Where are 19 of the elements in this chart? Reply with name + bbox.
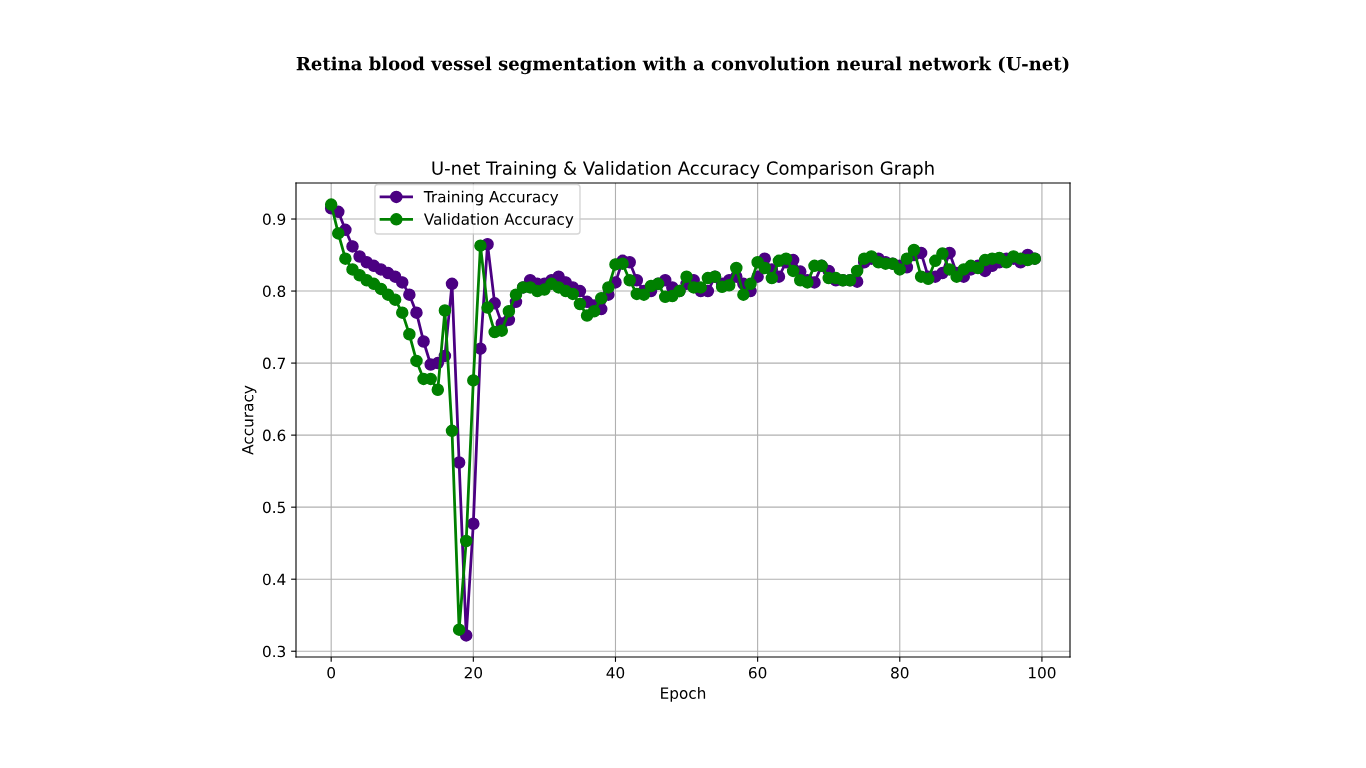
y-tick-label: 0.6 — [262, 429, 286, 442]
y-tick-label: 0.3 — [262, 645, 286, 658]
y-tick-label: 0.8 — [262, 285, 286, 298]
x-tick-label: 20 — [464, 666, 483, 679]
chart-title: U-net Training & Validation Accuracy Comparison Graph — [432, 160, 934, 179]
legend-label: Validation Accuracy — [423, 213, 574, 228]
y-axis-title: Accuracy — [242, 385, 257, 455]
x-tick-label: 0 — [327, 666, 336, 679]
y-tick-label: 0.4 — [262, 573, 286, 586]
x-tick-label: 60 — [748, 666, 767, 679]
y-tick-label: 0.9 — [262, 213, 286, 226]
text: Retina blood vessel segmentation with a convolution neural network (U-net) — [296, 56, 1069, 75]
x-tick-label: 80 — [891, 666, 909, 679]
x-axis-title: Epoch — [661, 687, 706, 702]
y-tick-label: 0.7 — [262, 357, 285, 370]
x-tick-label: 100 — [1029, 666, 1056, 679]
y-tick-label: 0.5 — [262, 501, 285, 514]
legend-label: Training Accuracy — [423, 190, 559, 206]
x-tick-label: 40 — [606, 666, 625, 679]
